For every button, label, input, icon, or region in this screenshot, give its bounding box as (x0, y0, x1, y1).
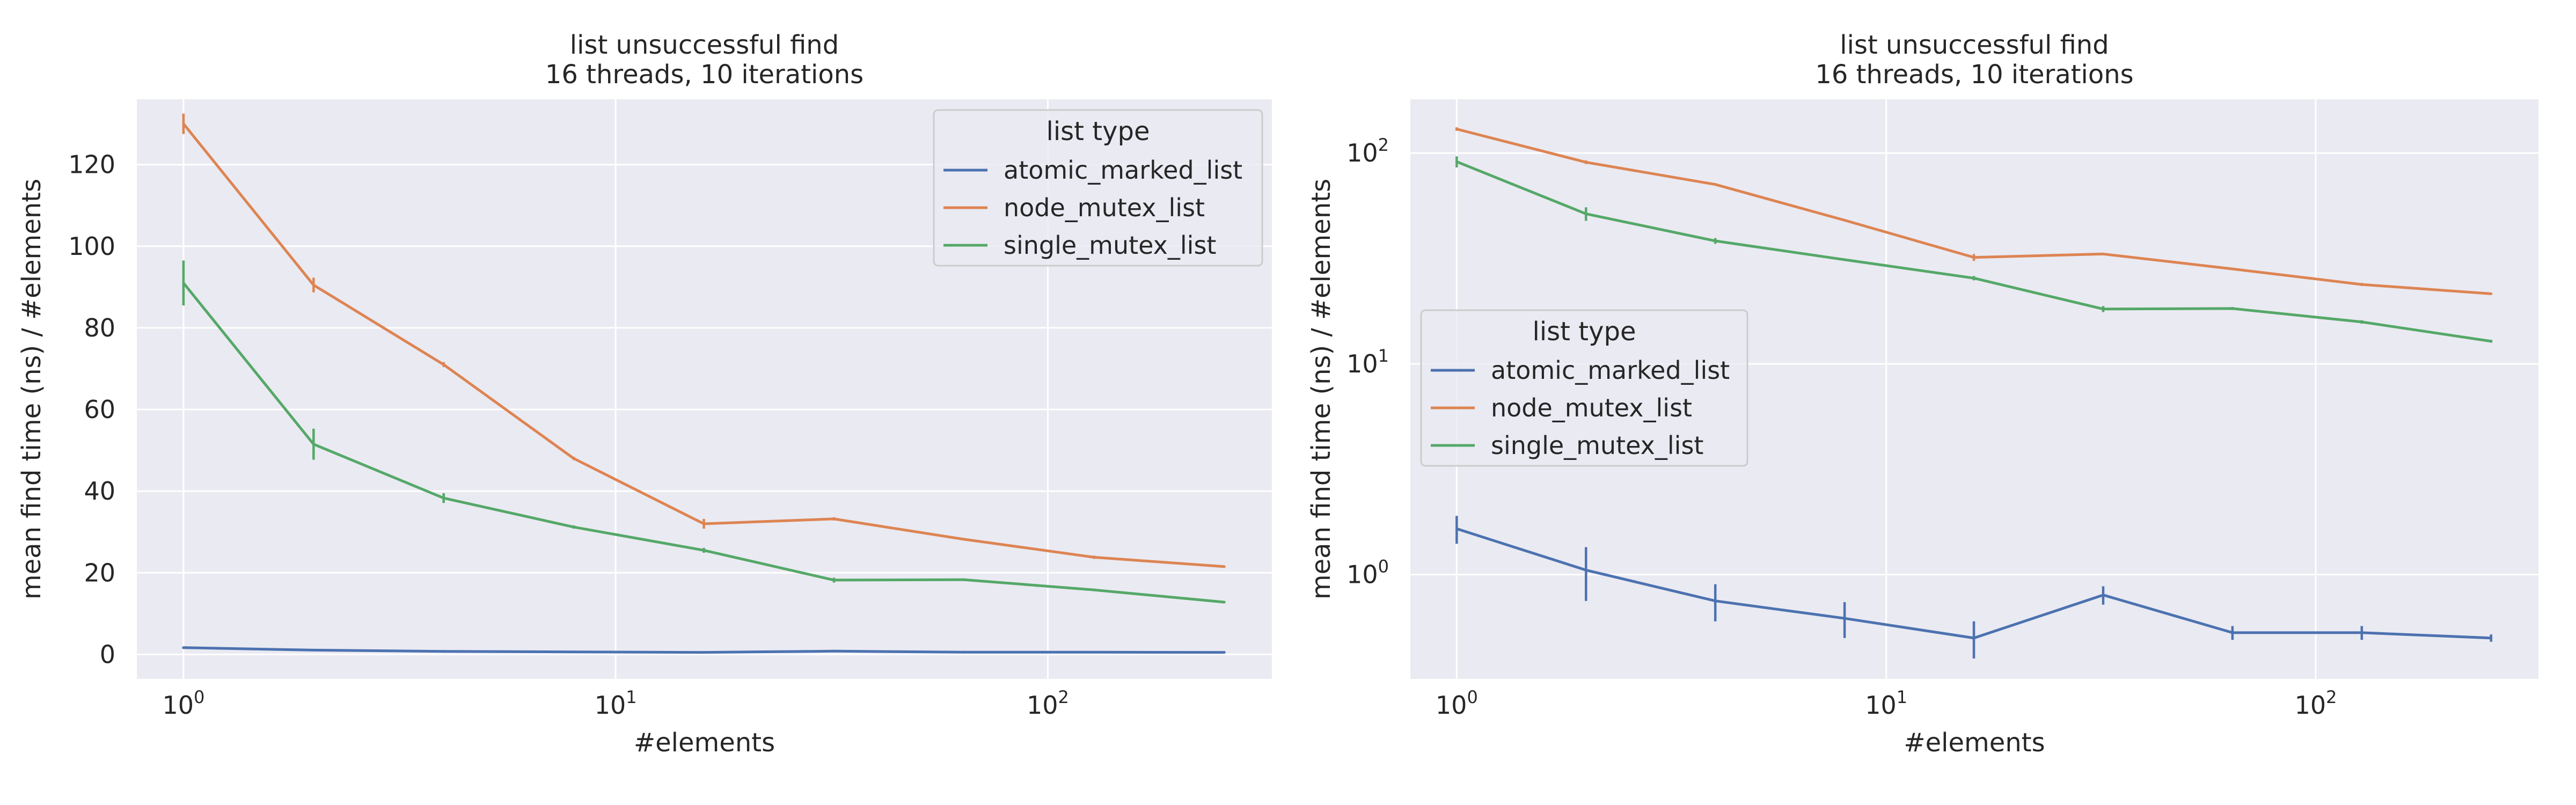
chart-panel-2: 100 101 102 100 101 102 #elements mean find tim… (1306, 30, 2538, 758)
legend-box (933, 109, 1263, 267)
data-point (182, 281, 185, 284)
data-point (832, 579, 836, 582)
data-point (2102, 252, 2105, 255)
data-point (2490, 636, 2493, 640)
x-tick-label: 102 (2295, 687, 2337, 720)
data-point (182, 646, 185, 649)
data-point (2102, 594, 2105, 597)
data-point (1093, 588, 1096, 591)
y-tick-label: 40 (84, 477, 115, 506)
data-point (2102, 308, 2105, 311)
data-point (572, 650, 575, 654)
data-point (2490, 340, 2493, 343)
data-point (312, 648, 315, 652)
series-node_mutex_list (1455, 127, 2493, 295)
data-point (442, 363, 445, 366)
data-point (962, 578, 965, 581)
y-tick-label: 102 (1346, 135, 1389, 167)
legend-entry: node_mutex_list (1491, 393, 1692, 422)
x-axis-label: #elements (634, 728, 775, 758)
y-tick-label: 0 (100, 640, 115, 669)
data-point (2231, 267, 2234, 270)
data-point (1584, 160, 1587, 164)
data-point (1455, 128, 1458, 131)
x-tick-label: 101 (595, 687, 637, 720)
data-point (1223, 565, 1226, 568)
y-axis-label: mean find time (ns) / #elements (17, 179, 47, 599)
data-point (1093, 650, 1096, 654)
legend-entry: atomic_marked_list (1004, 156, 1242, 185)
series-atomic_marked_list (182, 646, 1226, 654)
data-point (1455, 160, 1458, 163)
data-point (1223, 651, 1226, 654)
data-point (182, 122, 185, 126)
y-axis-label: mean find time (ns) / #elements (1306, 179, 1336, 599)
y-tick-label: 101 (1346, 346, 1389, 378)
data-point (1972, 636, 1975, 640)
x-tick-label: 100 (1436, 687, 1478, 720)
data-point (1584, 212, 1587, 215)
data-point (2360, 631, 2363, 634)
data-point (1455, 527, 1458, 530)
data-point (832, 517, 836, 521)
data-point (572, 457, 575, 460)
legend: list type atomic_marked_list node_mutex_li… (1420, 309, 1748, 467)
data-point (702, 651, 706, 654)
data-point (1714, 183, 1717, 186)
data-point (442, 650, 445, 653)
legend-entry: atomic_marked_list (1491, 356, 1730, 385)
data-point (442, 496, 445, 500)
y-tick-label: 20 (84, 558, 115, 587)
data-point (2360, 283, 2363, 286)
data-point (2231, 631, 2234, 634)
chart-title: list unsuccessful find 16 threads, 10 ite… (545, 30, 863, 90)
series-single_mutex_list (182, 260, 1226, 604)
data-point (1972, 256, 1975, 259)
data-point (1223, 601, 1226, 604)
legend-entry: single_mutex_list (1004, 231, 1216, 260)
data-point (1843, 258, 1846, 261)
data-point (312, 443, 315, 446)
data-point (962, 650, 965, 654)
y-tick-label: 100 (1346, 557, 1389, 589)
y-tick-label: 80 (84, 313, 115, 342)
data-point (1093, 555, 1096, 559)
legend-box (1420, 309, 1748, 467)
legend-entry: node_mutex_list (1004, 193, 1205, 222)
series-single_mutex_list (1455, 156, 2493, 343)
series-node_mutex_list (182, 113, 1226, 568)
data-point (312, 283, 315, 287)
data-point (1714, 599, 1717, 603)
y-tick-label: 60 (84, 395, 115, 424)
data-point (962, 538, 965, 541)
chart-title: list unsuccessful find 16 threads, 10 ite… (1815, 30, 2133, 90)
series-atomic_marked_list (1455, 516, 2493, 658)
x-tick-label: 102 (1027, 687, 1069, 720)
y-tick-label: 120 (68, 150, 115, 179)
data-point (2231, 307, 2234, 310)
data-point (702, 548, 706, 552)
y-tick-label: 100 (68, 232, 115, 261)
data-point (1972, 276, 1975, 280)
legend-title: list type (1533, 317, 1636, 347)
data-point (832, 649, 836, 653)
data-point (572, 525, 575, 529)
x-axis-label: #elements (1904, 728, 2045, 758)
data-point (1843, 218, 1846, 222)
data-point (2490, 292, 2493, 295)
x-tick-label: 100 (162, 687, 204, 720)
legend: list type atomic_marked_list node_mutex_li… (933, 109, 1263, 267)
data-point (1584, 568, 1587, 572)
legend-entry: single_mutex_list (1491, 431, 1703, 460)
chart-panel-1: 100 101 102 0 20 40 60 80 100 120 #elements mean fi… (17, 30, 1272, 758)
data-point (702, 522, 706, 525)
data-point (2360, 320, 2363, 324)
data-point (1843, 617, 1846, 620)
data-point (1714, 239, 1717, 243)
x-tick-label: 101 (1865, 687, 1907, 720)
legend-title: list type (1046, 116, 1150, 147)
